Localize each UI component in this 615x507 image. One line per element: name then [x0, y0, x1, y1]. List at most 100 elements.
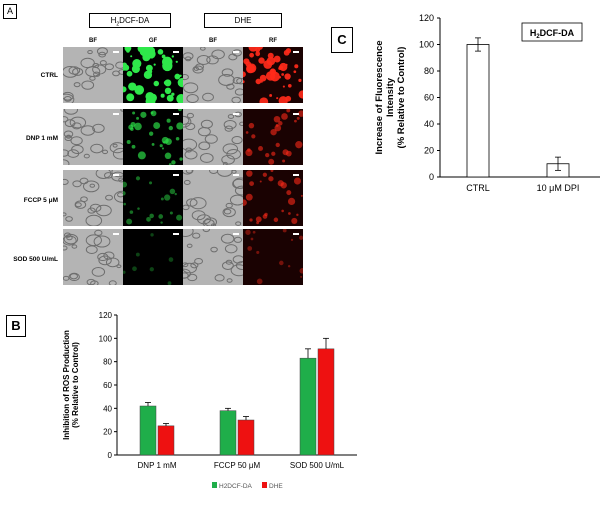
bar-dhe [317, 348, 335, 456]
micrograph-image [175, 109, 245, 166]
cell-outline [232, 49, 242, 57]
cell-outline [94, 229, 103, 236]
cell-outline [83, 180, 100, 193]
cell-outline [85, 234, 102, 247]
fluorescent-cell [274, 124, 282, 132]
fluorescent-cell [171, 92, 175, 96]
y-axis-label: Inhibition of ROS Production(% Relative … [62, 330, 80, 440]
cell-outline [71, 244, 78, 249]
micrograph-image [181, 165, 249, 228]
fluorescent-cell [300, 194, 303, 197]
fluorescent-cell [130, 121, 136, 127]
cell-outline [183, 179, 191, 185]
fluorescent-cell [273, 217, 279, 223]
micrograph-rf-row2 [243, 108, 305, 165]
fluorescent-cell [262, 172, 268, 177]
cell-outline [183, 82, 199, 94]
fluorescent-cell [294, 119, 297, 123]
fluorescent-cell [149, 267, 154, 272]
fluorescent-cell [153, 80, 160, 87]
cell-outline [192, 232, 201, 239]
bar [466, 44, 490, 178]
fluorescent-cell [255, 51, 261, 57]
fluorescence-background [123, 229, 183, 285]
cell-outline [85, 66, 101, 77]
annotation-sub: 2 [536, 34, 540, 40]
cell-outline [105, 194, 113, 201]
cell-outline [197, 126, 211, 137]
micrograph-image [56, 104, 130, 169]
row-label-ctrl: CTRL [40, 72, 58, 79]
fluorescent-cell [240, 199, 247, 206]
fluorescent-cell [145, 64, 153, 72]
fluorescent-cell [259, 74, 267, 82]
scale-bar [233, 174, 239, 176]
fluorescent-cell [285, 48, 292, 54]
fluorescent-cell [167, 281, 172, 286]
fluorescent-cell [251, 134, 256, 139]
cell-outline [91, 267, 106, 277]
cell-outline [92, 123, 105, 133]
fluorescent-cell [249, 218, 253, 222]
col-label-rf: RF [269, 38, 277, 44]
fluorescent-cell [269, 68, 277, 76]
cell-outline [96, 47, 108, 56]
fluorescent-cell [282, 149, 289, 156]
fluorescent-cell [126, 70, 133, 77]
fluorescence-background [123, 109, 183, 165]
cell-outline [72, 67, 84, 76]
fluorescent-cell [146, 216, 151, 222]
fluorescent-cell [175, 136, 180, 141]
cell-outline [103, 251, 115, 260]
fluorescent-cell [134, 122, 142, 131]
fluorescent-cell [241, 80, 245, 84]
fluorescent-cell [258, 57, 265, 64]
brightfield-background [63, 229, 123, 285]
panel-a-label: A [3, 4, 17, 19]
x-tick-label: CTRL [466, 183, 490, 193]
micrograph-gf-row3 [121, 170, 183, 226]
bar-dhe [157, 425, 175, 456]
annotation-text: H2DCF-DA [530, 28, 575, 40]
fluorescent-cell [153, 63, 156, 66]
fluorescent-cell [150, 233, 154, 237]
fluorescent-cell [259, 180, 262, 183]
brightfield-background [183, 170, 243, 226]
fluorescent-cell [273, 55, 281, 63]
cell-outline [90, 143, 104, 154]
cell-outline [87, 49, 93, 55]
cell-outline [98, 255, 112, 266]
annotation-h: H [530, 28, 537, 38]
cell-outline [220, 233, 235, 244]
cell-outline [69, 116, 87, 129]
fluorescent-cell [128, 82, 137, 91]
legend-swatch [262, 482, 267, 488]
cell-outline [89, 183, 96, 188]
cell-outline [80, 196, 88, 203]
fluorescent-cell [171, 160, 176, 165]
micrograph-bf-row4 [176, 224, 249, 285]
fluorescent-cell [287, 264, 291, 268]
cell-outline [87, 207, 96, 214]
fluorescent-cell [277, 180, 284, 187]
fluorescent-cell [132, 111, 136, 115]
cell-outline [184, 150, 198, 160]
micrograph-bf-row4 [60, 229, 123, 287]
cell-outline [182, 262, 197, 274]
cell-outline [226, 148, 242, 160]
cell-outline [98, 51, 107, 58]
bar-h2dcf-da [139, 405, 157, 456]
y-tick-label: 20 [103, 428, 112, 437]
fluorescent-cell [285, 63, 288, 67]
cell-outline [204, 134, 218, 144]
micrograph-gf-row2 [123, 107, 184, 166]
y-tick-label: 0 [429, 172, 434, 182]
fluorescent-cell [250, 237, 254, 241]
cell-outline [182, 52, 194, 61]
micrograph-bf-row3 [181, 165, 249, 228]
cell-outline [68, 66, 81, 75]
fluorescent-cell [130, 55, 133, 58]
y-tick-label: 100 [419, 40, 434, 50]
fluorescent-cell [293, 177, 302, 185]
micrograph-gf-row1 [119, 44, 188, 107]
